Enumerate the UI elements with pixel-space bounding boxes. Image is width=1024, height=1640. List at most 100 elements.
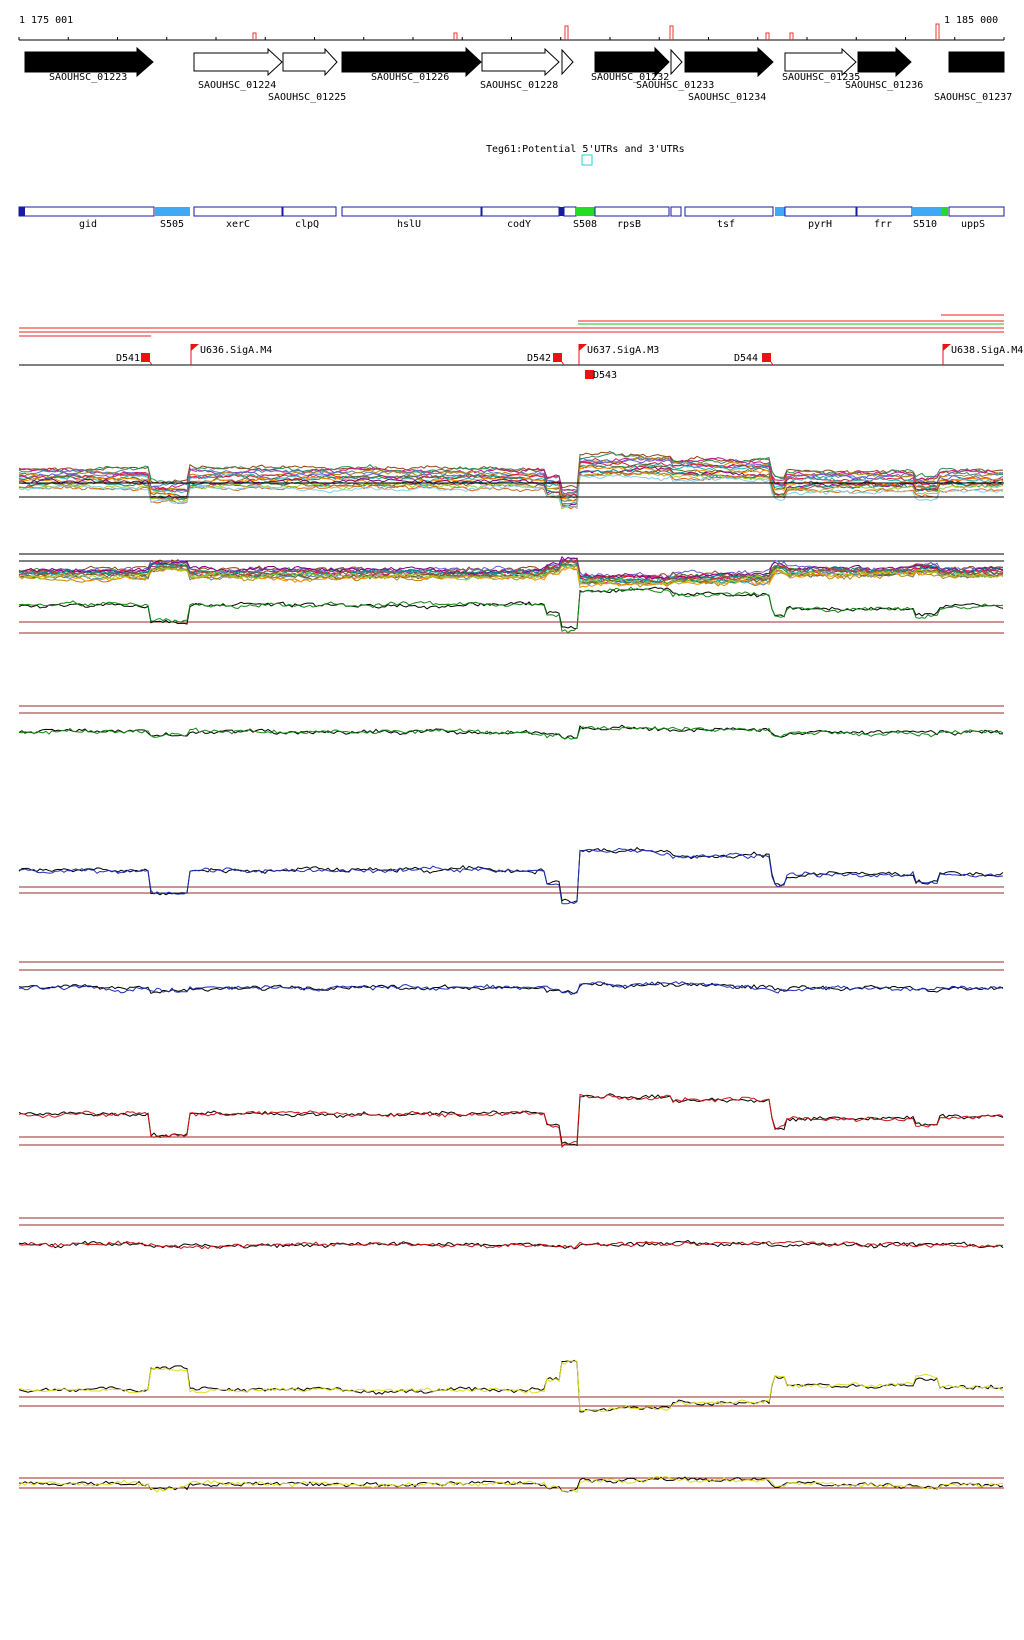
expression-line	[18, 464, 1004, 500]
annotation-box[interactable]	[784, 206, 857, 217]
ruler-start-label: 1 175 001	[19, 15, 73, 26]
expression-line	[18, 463, 1004, 502]
coverage-peak	[564, 25, 569, 40]
expression-track-pair-2	[18, 705, 1004, 740]
gene-label: SAOUHSC_01232	[591, 72, 669, 83]
gene-arrow[interactable]	[481, 47, 560, 77]
gene-track: SAOUHSC_01223 SAOUHSC_01224 SAOUHSC_0122…	[24, 46, 1012, 103]
promoter-flag[interactable]	[579, 344, 587, 351]
annotation-segment[interactable]	[775, 207, 785, 216]
annotation-box[interactable]	[18, 206, 155, 217]
annotation-box[interactable]	[948, 206, 1005, 217]
gene-arrow[interactable]	[193, 47, 283, 77]
promoter-flag[interactable]	[191, 344, 199, 351]
utr-track-label: Teg61:Potential 5'UTRs and 3'UTRs	[486, 144, 685, 155]
expression-line	[18, 450, 1004, 489]
expression-track-pair-1	[18, 586, 1004, 634]
annotation-segment[interactable]	[941, 207, 948, 216]
expression-line-control	[18, 846, 1004, 904]
gene-label: SAOUHSC_01235	[782, 72, 860, 83]
promoter-label: U637.SigA.M3	[587, 345, 659, 356]
expression-line-control	[18, 586, 1004, 630]
ruler-ticks	[18, 37, 1005, 40]
expression-line-sample	[18, 1475, 1004, 1494]
gene-label: SAOUHSC_01236	[845, 80, 923, 91]
promoter-label: U638.SigA.M4	[951, 345, 1023, 356]
coverage-peak	[765, 32, 770, 40]
annotation-segment[interactable]	[155, 207, 190, 216]
annotation-box[interactable]	[341, 206, 482, 217]
coverage-peak	[453, 32, 458, 40]
annotation-box[interactable]	[193, 206, 283, 217]
annotation-marker	[559, 207, 564, 216]
terminator-marker[interactable]	[553, 353, 562, 362]
expression-track-pair-5	[18, 1093, 1004, 1149]
promoter-flag[interactable]	[943, 344, 951, 351]
expression-line	[18, 472, 1004, 510]
annotation-label: S510	[913, 219, 937, 230]
gene-label: SAOUHSC_01226	[371, 72, 449, 83]
terminator-marker[interactable]	[585, 370, 594, 379]
expression-line-sample	[18, 1360, 1004, 1412]
annotation-box[interactable]	[563, 206, 577, 217]
annotation-segment[interactable]	[912, 207, 941, 216]
gene-arrow[interactable]	[341, 46, 482, 78]
expression-track-pair-6	[18, 1217, 1004, 1250]
gene-label: SAOUHSC_01228	[480, 80, 558, 91]
expression-line	[18, 474, 1004, 509]
coverage-peak	[252, 32, 257, 40]
annotation-label: S508	[573, 219, 597, 230]
annotation-label: pyrH	[808, 219, 832, 230]
expression-track-multi-1	[18, 450, 1004, 510]
ruler-peaks	[252, 23, 940, 40]
gene-arrow[interactable]	[670, 48, 683, 76]
expression-line	[18, 559, 1004, 584]
expression-tracks	[18, 450, 1004, 1494]
gene-arrow[interactable]	[24, 46, 154, 78]
annotation-box[interactable]	[856, 206, 913, 217]
gene-arrow[interactable]	[561, 48, 574, 76]
ruler-end-label: 1 185 000	[944, 15, 998, 26]
annotation-box[interactable]	[684, 206, 774, 217]
expression-line	[18, 457, 1004, 493]
terminator-label: D543	[593, 370, 617, 381]
gene-label: SAOUHSC_01234	[688, 92, 766, 103]
expression-line-sample	[18, 1240, 1004, 1250]
annotation-marker	[19, 207, 25, 216]
terminator-marker[interactable]	[141, 353, 150, 362]
expression-line-control	[18, 724, 1004, 740]
annotation-label: frr	[874, 219, 892, 230]
utr-marker[interactable]	[581, 154, 593, 166]
gene-label: SAOUHSC_01223	[49, 72, 127, 83]
gene-arrow[interactable]	[857, 46, 912, 78]
annotation-box[interactable]	[282, 206, 337, 217]
annotation-box[interactable]	[670, 206, 682, 217]
gene-arrow[interactable]	[594, 46, 670, 78]
annotation-box[interactable]	[481, 206, 560, 217]
annotation-box[interactable]	[594, 206, 670, 217]
annotation-label: hslU	[397, 219, 421, 230]
expression-line-sample	[18, 725, 1004, 740]
expression-line-control	[18, 1239, 1004, 1250]
gene-label: SAOUHSC_01233	[636, 80, 714, 91]
annotation-segment[interactable]	[576, 207, 595, 216]
expression-line-sample	[18, 1093, 1004, 1149]
gene-arrow[interactable]	[948, 51, 1005, 73]
expression-track-pair-7	[18, 1359, 1004, 1413]
annotation-label: S505	[160, 219, 184, 230]
annotation-label: clpQ	[295, 219, 319, 230]
terminator-marker[interactable]	[762, 353, 771, 362]
coverage-peak	[789, 32, 794, 40]
expression-line-sample	[18, 981, 1004, 996]
gene-arrow[interactable]	[282, 47, 338, 77]
gene-arrow[interactable]	[784, 47, 857, 77]
utr-track: Teg61:Potential 5'UTRs and 3'UTRs	[486, 144, 685, 166]
expression-line	[18, 471, 1004, 510]
promoter-terminator-track: D541 U636.SigA.M4 D542 U637.SigA.M3 D543…	[19, 344, 1023, 381]
transcript-track	[19, 314, 1004, 337]
gene-label: SAOUHSC_01224	[198, 80, 276, 91]
terminator-label: D542	[527, 353, 551, 364]
terminator-label: D541	[116, 353, 140, 364]
expression-track-pair-3	[18, 846, 1004, 905]
gene-arrow[interactable]	[684, 46, 774, 78]
